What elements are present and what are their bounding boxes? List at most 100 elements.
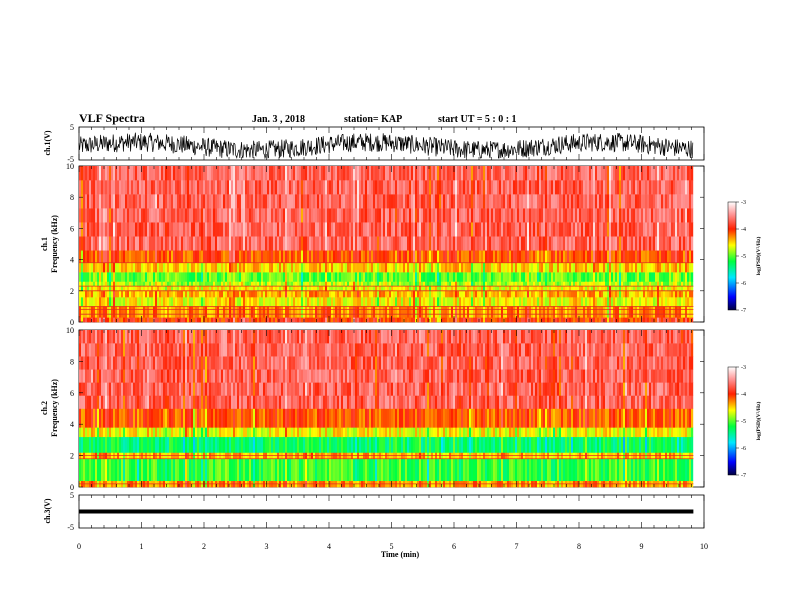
spectrogram-cell: [681, 317, 684, 323]
spectrogram-cell: [317, 290, 320, 298]
spectrogram-cell: [359, 281, 362, 287]
spectrogram-cell: [601, 262, 604, 273]
spectrogram-cell: [95, 408, 98, 428]
spectrogram-cell: [521, 306, 524, 318]
spectrogram-cell: [295, 262, 298, 273]
spectrogram-cell: [661, 306, 664, 318]
spectrogram-cell: [653, 262, 656, 273]
spectrogram-cell: [235, 180, 238, 195]
spectrogram-cell: [83, 330, 86, 344]
spectrogram-cell: [275, 272, 278, 282]
spectrogram-cell: [207, 297, 210, 307]
spectrogram-cell: [501, 208, 504, 223]
spectrogram-cell: [533, 297, 536, 307]
spectrogram-cell: [107, 180, 110, 195]
spectrogram-cell: [303, 250, 306, 264]
spectrogram-cell: [477, 281, 480, 287]
spectrogram-cell: [557, 272, 560, 282]
spectrogram-cell: [671, 180, 674, 195]
spectrogram-cell: [489, 262, 492, 273]
spectrogram-cell: [125, 306, 128, 318]
spectrogram-cell: [473, 272, 476, 282]
spectrogram-cell: [129, 166, 132, 181]
spectrogram-cell: [353, 194, 356, 209]
spectrogram-cell: [467, 297, 470, 307]
spectrogram-cell: [547, 166, 550, 181]
spectrogram-cell: [79, 166, 82, 181]
spectrogram-cell: [535, 306, 538, 318]
spectrogram-cell: [225, 208, 228, 223]
spectrogram-cell: [633, 272, 636, 282]
spectrogram-cell: [523, 166, 526, 181]
spectrogram-cell: [651, 281, 654, 287]
spectrogram-cell: [539, 250, 542, 264]
spectrogram-cell: [119, 297, 122, 307]
spectrogram-cell: [663, 317, 666, 323]
spectrogram-cell: [669, 317, 672, 323]
spectrogram-cell: [649, 236, 652, 251]
spectrogram-cell: [463, 272, 466, 282]
spectrogram-cell: [653, 180, 656, 195]
spectrogram-cell: [629, 286, 632, 292]
spectrogram-cell: [123, 180, 126, 195]
spectrogram-cell: [165, 286, 168, 292]
spectrogram-cell: [267, 272, 270, 282]
spectrogram-cell: [247, 180, 250, 195]
spectrogram-cell: [81, 262, 84, 273]
spectrogram-cell: [245, 222, 248, 237]
spectrogram-cell: [541, 222, 544, 237]
spectrogram-cell: [323, 281, 326, 287]
spectrogram-cell: [379, 281, 382, 287]
spectrogram-cell: [391, 208, 394, 223]
spectrogram-cell: [239, 262, 242, 273]
spectrogram-cell: [95, 166, 98, 181]
spectrogram-cell: [439, 262, 442, 273]
spectrogram-cell: [449, 236, 452, 251]
spectrogram-cell: [687, 281, 690, 287]
spectrogram-cell: [87, 427, 90, 438]
spectrogram-cell: [87, 166, 90, 181]
spectrogram-cell: [663, 166, 666, 181]
spectrogram-cell: [289, 272, 292, 282]
spectrogram-cell: [325, 317, 328, 323]
spectrogram-cell: [125, 222, 128, 237]
spectrogram-cell: [423, 290, 426, 298]
spectrogram-cell: [447, 281, 450, 287]
spectrogram-cell: [159, 306, 162, 318]
spectrogram-cell: [261, 290, 264, 298]
spectrogram-cell: [439, 297, 442, 307]
spectrogram-cell: [583, 272, 586, 282]
spectrogram-cell: [527, 236, 530, 251]
spectrogram-cell: [365, 262, 368, 273]
spectrogram-cell: [261, 297, 264, 307]
spectrogram-cell: [427, 194, 430, 209]
spectrogram-cell: [603, 236, 606, 251]
spectrogram-cell: [255, 262, 258, 273]
spectrogram-cell: [117, 286, 120, 292]
spectrogram-cell: [255, 250, 258, 264]
spectrogram-cell: [591, 317, 594, 323]
spectrogram-cell: [681, 194, 684, 209]
spectrogram-cell: [181, 208, 184, 223]
spectrogram-cell: [81, 281, 84, 287]
spectrogram-cell: [319, 236, 322, 251]
spectrogram-cell: [79, 330, 82, 344]
spectrogram-cell: [639, 272, 642, 282]
spectrogram-cell: [427, 297, 430, 307]
spectrogram-cell: [547, 290, 550, 298]
spectrogram-cell: [675, 317, 678, 323]
spectrogram-cell: [165, 166, 168, 181]
spectrogram-cell: [441, 250, 444, 264]
spectrogram-cell: [619, 272, 622, 282]
spectrogram-cell: [373, 236, 376, 251]
spectrogram-cell: [147, 297, 150, 307]
spectrogram-cell: [609, 306, 612, 318]
spectrogram-cell: [521, 317, 524, 323]
spectrogram-cell: [335, 194, 338, 209]
spectrogram-cell: [435, 281, 438, 287]
spectrogram-cell: [307, 290, 310, 298]
spectrogram-cell: [563, 166, 566, 181]
frequency-tick-label: 2: [70, 287, 74, 296]
spectrogram-cell: [263, 236, 266, 251]
spectrogram-cell: [585, 236, 588, 251]
